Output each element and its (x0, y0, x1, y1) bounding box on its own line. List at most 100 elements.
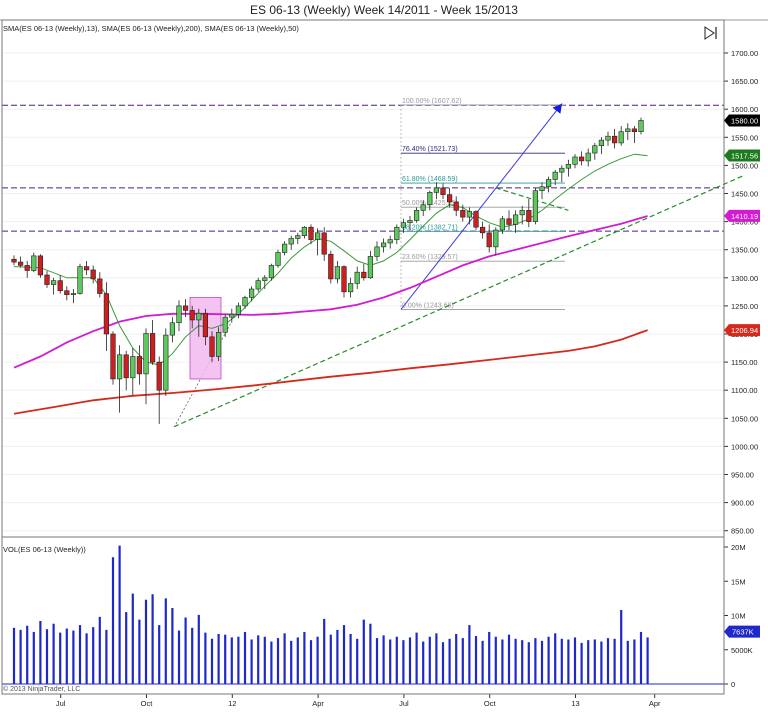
candle-body (136, 356, 143, 375)
badge-shape (724, 324, 760, 337)
badge-label: 1580.00 (731, 116, 758, 125)
candle-body (314, 232, 321, 240)
candle-body (44, 274, 50, 285)
badge-label: 7637K (732, 628, 754, 637)
candle-body (532, 190, 538, 222)
candle-body (97, 278, 103, 294)
candle-body (328, 253, 334, 280)
badge-label: 1206.94 (731, 326, 758, 335)
collapse-icon[interactable] (703, 26, 719, 40)
horizontal-levels (2, 104, 724, 232)
volume-tick-label: 10M (731, 612, 746, 621)
time-tick-label: Jul (56, 699, 66, 708)
candle-body (262, 277, 268, 281)
candle-body (281, 243, 288, 253)
candle-body (611, 135, 618, 144)
candle-body (572, 156, 578, 165)
candle-body (605, 135, 611, 141)
candle-body (341, 266, 347, 293)
candle-body (420, 204, 426, 211)
candle-body (209, 336, 215, 357)
candle-body (526, 210, 532, 222)
time-tick-label: Oct (484, 699, 497, 708)
price-tick-label: 1150.00 (731, 358, 758, 367)
candle-body (222, 316, 228, 333)
volume-panel-label: VOL(ES 06-13 (Weekly)) (3, 545, 86, 554)
price-tick-label: 1600.00 (731, 105, 758, 114)
candle-body (103, 293, 109, 335)
candle-body (512, 214, 519, 225)
candle-body (367, 256, 374, 279)
candle-body (460, 210, 466, 218)
channel-line (495, 187, 569, 211)
candle-body (31, 255, 37, 271)
candle-body (90, 269, 96, 280)
price-gridlines (2, 52, 724, 532)
fib-level-label: 23.60% (1329.57) (402, 254, 458, 261)
candle-body (479, 226, 486, 234)
candle-body (189, 310, 195, 321)
candle-body (380, 242, 387, 248)
price-tick-label: 1100.00 (731, 386, 758, 395)
candle-body (625, 128, 631, 132)
price-tick-label: 900.00 (731, 499, 754, 508)
time-tick-label: Apr (312, 699, 324, 708)
candle-body (638, 120, 644, 132)
indicators-label: SMA(ES 06-13 (Weekly),13), SMA(ES 06-13 … (3, 24, 299, 33)
candle-body (394, 226, 400, 240)
candle-body (50, 280, 57, 285)
volume-tick-label: 0 (731, 680, 735, 689)
time-tick-label: Apr (649, 699, 661, 708)
badge-shape (724, 625, 760, 638)
time-tick-label: Oct (141, 699, 154, 708)
fib-level-label: 100.00% (1607.62) (402, 98, 462, 105)
candle-body (387, 239, 393, 244)
candle-body (17, 261, 24, 266)
candle-body (559, 167, 565, 173)
volume-tick-label: 5000K (731, 646, 753, 655)
candle-body (361, 271, 367, 279)
candle-body (598, 139, 604, 147)
badge-shape (724, 209, 760, 222)
fib-level-label: 38.20% (1382.71) (402, 224, 458, 231)
candle-body (618, 131, 624, 144)
price-tick-label: 1400.00 (731, 218, 758, 227)
price-tick-label: 1350.00 (731, 246, 758, 255)
candle-body (400, 222, 407, 228)
volume-bars (2, 545, 724, 685)
price-badge: 1517.56 (724, 149, 760, 162)
candle-body (11, 258, 17, 263)
candle-body (347, 283, 354, 293)
candle-body (123, 354, 129, 379)
candle-body (440, 187, 446, 195)
price-tick-label: 1000.00 (731, 442, 758, 451)
sma-200-line (13, 329, 648, 415)
price-tick-label: 1450.00 (731, 190, 758, 199)
price-badge: 1206.94 (724, 324, 760, 337)
uptrend-line (173, 174, 746, 428)
chart-title: ES 06-13 (Weekly) Week 14/2011 - Week 15… (250, 3, 518, 17)
candle-body (295, 235, 301, 239)
time-tick-label: Jul (399, 699, 409, 708)
time-tick-label: 12 (228, 699, 236, 708)
candle-body (354, 271, 360, 284)
candle-body (117, 354, 123, 380)
candle-body (301, 226, 308, 236)
candle-body (506, 218, 512, 225)
price-badge: 1410.19 (724, 209, 760, 222)
time-axis: Jul Oct 12 Apr Jul Oct 13 Apr (56, 694, 661, 708)
candle-body (196, 312, 202, 321)
candle-body (565, 163, 571, 169)
candle-body (321, 232, 327, 255)
price-tick-label: 1300.00 (731, 274, 758, 283)
fib-level-label: 76.40% (1521.73) (402, 146, 458, 153)
candle-body (110, 333, 116, 380)
candle-body (413, 210, 420, 221)
badge-label: 1517.56 (731, 152, 758, 161)
candle-body (493, 229, 499, 248)
volume-tick-label: 20M (731, 543, 746, 552)
badge-shape (724, 114, 760, 127)
candle-body (288, 238, 294, 245)
chart-frame (1, 19, 725, 695)
